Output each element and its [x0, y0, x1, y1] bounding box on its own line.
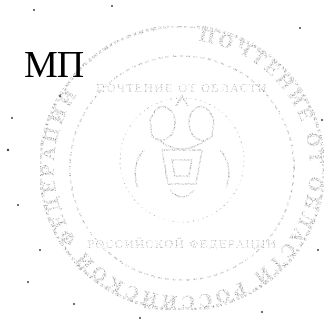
seal-outer-ring	[38, 24, 326, 312]
svg-text:РОССИЙСКОЙ ФЕДЕРАЦИИ: РОССИЙСКОЙ ФЕДЕРАЦИИ	[87, 237, 277, 251]
eagle-emblem-icon	[134, 94, 230, 198]
seal-emblem-ring	[119, 97, 245, 223]
stamp-speckles	[6, 5, 323, 319]
svg-text:ПОЧТЕНИЕ ОТ ОБЛАСТИ: ПОЧТЕНИЕ ОТ ОБЛАСТИ	[96, 82, 268, 95]
seal-inner-ring	[69, 55, 295, 281]
seal-place-label: МП	[24, 44, 84, 86]
